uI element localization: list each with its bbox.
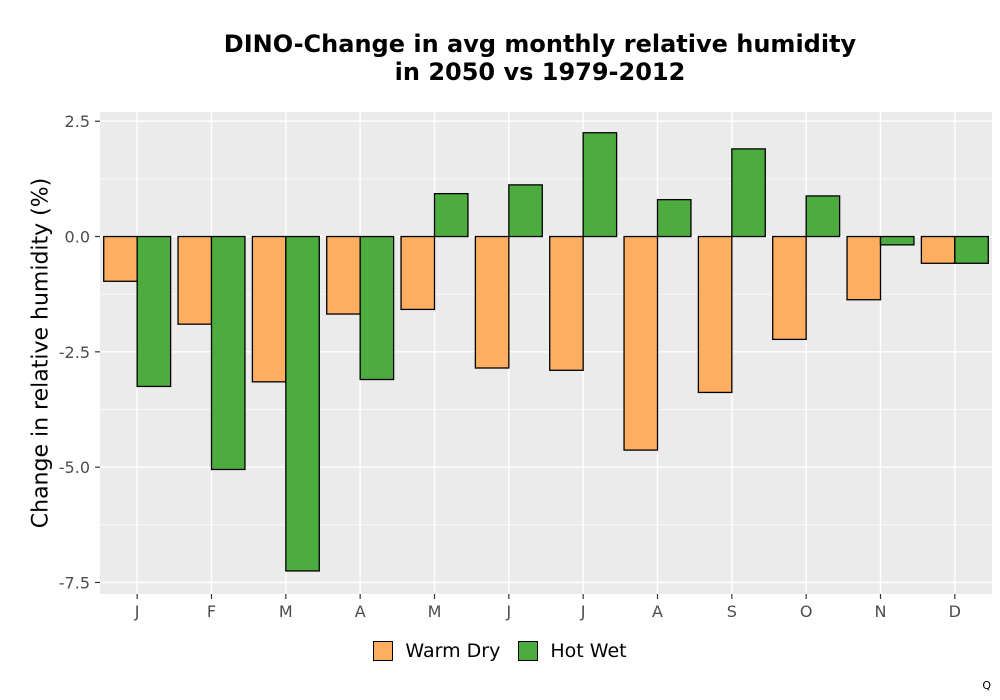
bar-hot-wet-3: [359, 235, 395, 381]
bar-hot-wet-4: [433, 192, 469, 238]
y-tick-label: 2.5: [65, 112, 90, 131]
bar-hot-wet-6: [582, 132, 618, 238]
bar-warm-dry-0: [103, 235, 138, 282]
y-tick-label: -7.5: [59, 573, 90, 592]
x-tick-label: J: [134, 602, 140, 621]
chart-title: DINO-Change in avg monthly relative humi…: [90, 30, 990, 86]
x-tick-label: J: [505, 602, 511, 621]
bar-hot-wet-10: [879, 235, 915, 246]
bar-warm-dry-11: [920, 235, 956, 264]
x-tick-label: O: [800, 602, 813, 621]
caption-mark: Q: [982, 679, 991, 692]
legend-item-warm-dry: Warm Dry: [373, 640, 500, 662]
x-tick-label: D: [949, 602, 961, 621]
chart-title-line-2: in 2050 vs 1979-2012: [394, 58, 686, 86]
bar-hot-wet-9: [805, 195, 841, 238]
bar-hot-wet-7: [656, 198, 692, 238]
y-tick-label: 0.0: [65, 228, 90, 247]
x-tick-label: M: [428, 602, 442, 621]
bar-warm-dry-10: [846, 235, 882, 301]
chart-title-line-1: DINO-Change in avg monthly relative humi…: [223, 30, 857, 58]
bar-warm-dry-3: [326, 235, 361, 315]
legend-label-hot-wet: Hot Wet: [550, 640, 627, 662]
x-tick-label: F: [207, 602, 216, 621]
legend-label-warm-dry: Warm Dry: [405, 640, 501, 662]
bar-hot-wet-1: [210, 235, 246, 471]
bar-hot-wet-11: [954, 235, 989, 264]
bar-hot-wet-2: [285, 235, 320, 572]
legend-swatch-hot-wet: [518, 641, 539, 661]
bar-warm-dry-4: [400, 235, 436, 311]
bar-warm-dry-5: [474, 235, 510, 369]
bar-hot-wet-8: [731, 148, 766, 238]
x-tick-label: N: [875, 602, 887, 621]
legend-swatch-warm-dry: [373, 641, 394, 661]
bars: [103, 132, 989, 572]
bar-hot-wet-0: [136, 235, 172, 388]
bar-warm-dry-6: [549, 235, 584, 371]
x-tick-label: M: [279, 602, 293, 621]
legend: Warm Dry Hot Wet: [0, 640, 1000, 666]
legend-item-hot-wet: Hot Wet: [518, 640, 627, 662]
y-axis-label: Change in relative humidity (%): [29, 178, 54, 528]
bar-warm-dry-8: [697, 235, 733, 394]
axes: 2.5 0.0 -2.5 -5.0 -7.5 J F M A M J J A S O N D: [59, 112, 961, 621]
x-tick-label: J: [580, 602, 586, 621]
bar-warm-dry-1: [177, 235, 213, 325]
y-tick-label: -2.5: [59, 343, 90, 362]
bar-warm-dry-9: [772, 235, 807, 341]
bar-hot-wet-5: [508, 184, 543, 238]
bar-warm-dry-2: [251, 235, 287, 383]
x-tick-label: A: [652, 602, 663, 621]
y-tick-label: -5.0: [59, 458, 90, 477]
bar-warm-dry-7: [623, 235, 659, 451]
x-tick-label: A: [355, 602, 366, 621]
plot-background: [100, 112, 992, 594]
x-tick-label: S: [727, 602, 737, 621]
